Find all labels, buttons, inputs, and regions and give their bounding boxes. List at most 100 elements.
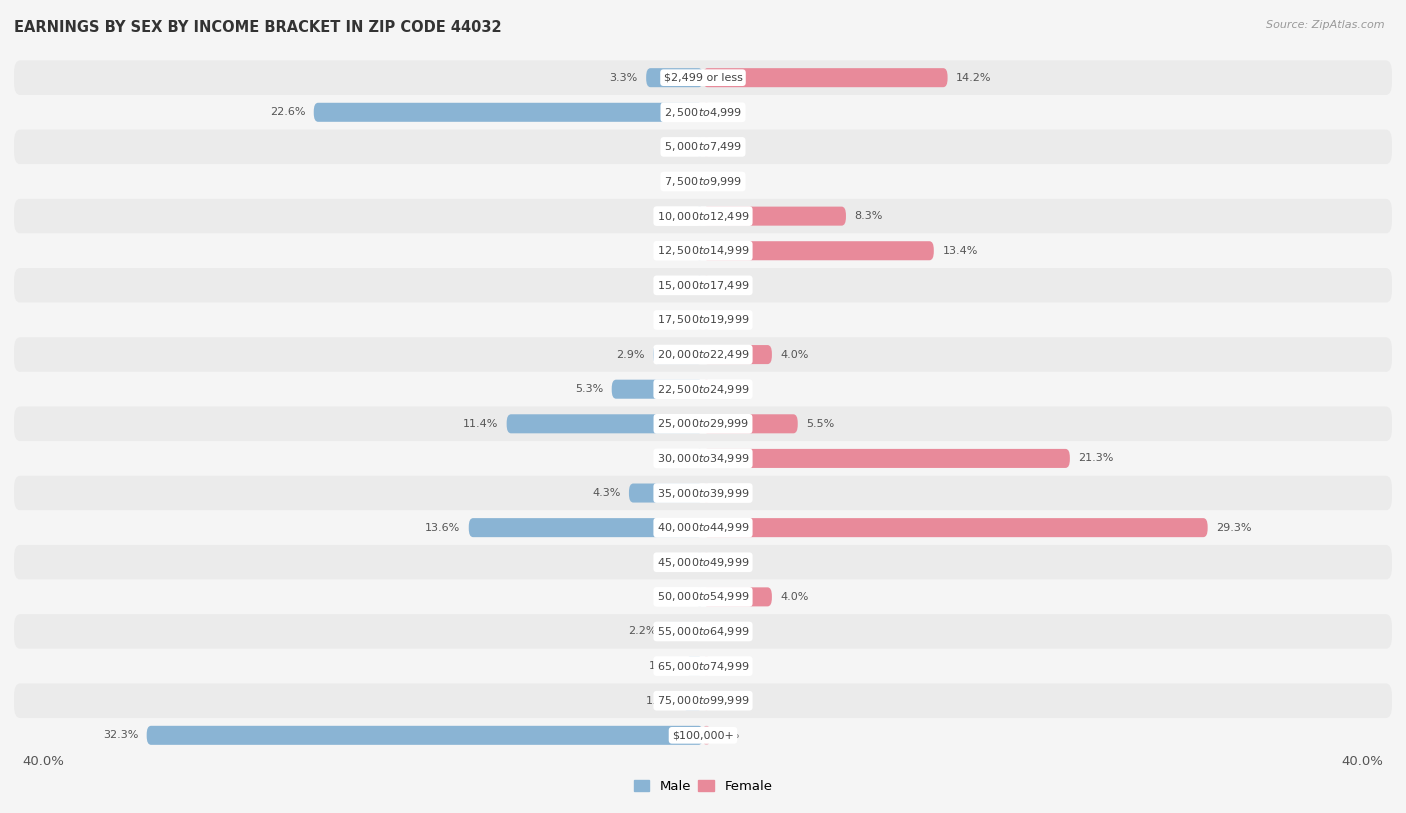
FancyBboxPatch shape xyxy=(696,241,703,260)
FancyBboxPatch shape xyxy=(696,553,703,572)
Text: $35,000 to $39,999: $35,000 to $39,999 xyxy=(657,486,749,499)
Text: 0.0%: 0.0% xyxy=(711,176,740,186)
Text: 13.6%: 13.6% xyxy=(425,523,460,533)
FancyBboxPatch shape xyxy=(703,345,772,364)
Text: $22,500 to $24,999: $22,500 to $24,999 xyxy=(657,383,749,396)
FancyBboxPatch shape xyxy=(652,345,703,364)
FancyBboxPatch shape xyxy=(314,102,703,122)
FancyBboxPatch shape xyxy=(696,587,703,606)
Text: 22.6%: 22.6% xyxy=(270,107,305,117)
Text: $30,000 to $34,999: $30,000 to $34,999 xyxy=(657,452,749,465)
FancyBboxPatch shape xyxy=(612,380,703,398)
FancyBboxPatch shape xyxy=(14,199,1392,233)
FancyBboxPatch shape xyxy=(14,268,1392,302)
Text: $15,000 to $17,499: $15,000 to $17,499 xyxy=(657,279,749,292)
Text: 29.3%: 29.3% xyxy=(1216,523,1251,533)
Text: 4.3%: 4.3% xyxy=(592,488,620,498)
Text: 4.0%: 4.0% xyxy=(780,592,808,602)
Text: $55,000 to $64,999: $55,000 to $64,999 xyxy=(657,625,749,638)
FancyBboxPatch shape xyxy=(14,164,1392,199)
Text: 5.3%: 5.3% xyxy=(575,385,603,394)
FancyBboxPatch shape xyxy=(696,172,703,191)
Text: 5.5%: 5.5% xyxy=(807,419,835,428)
Text: 21.3%: 21.3% xyxy=(1078,454,1114,463)
Text: $2,499 or less: $2,499 or less xyxy=(664,72,742,83)
Text: 0.0%: 0.0% xyxy=(666,454,695,463)
Text: 4.0%: 4.0% xyxy=(780,350,808,359)
FancyBboxPatch shape xyxy=(703,137,710,156)
Text: $50,000 to $54,999: $50,000 to $54,999 xyxy=(657,590,749,603)
FancyBboxPatch shape xyxy=(703,622,710,641)
FancyBboxPatch shape xyxy=(703,311,710,329)
Text: 0.0%: 0.0% xyxy=(666,246,695,256)
Text: 14.2%: 14.2% xyxy=(956,72,991,83)
Text: 0.0%: 0.0% xyxy=(711,627,740,637)
FancyBboxPatch shape xyxy=(696,137,703,156)
FancyBboxPatch shape xyxy=(703,415,797,433)
Text: $5,000 to $7,499: $5,000 to $7,499 xyxy=(664,141,742,154)
FancyBboxPatch shape xyxy=(703,276,710,295)
FancyBboxPatch shape xyxy=(696,311,703,329)
FancyBboxPatch shape xyxy=(703,449,1070,468)
Text: $65,000 to $74,999: $65,000 to $74,999 xyxy=(657,659,749,672)
Text: 0.0%: 0.0% xyxy=(711,385,740,394)
Text: 11.4%: 11.4% xyxy=(463,419,498,428)
Text: 0.0%: 0.0% xyxy=(711,107,740,117)
Text: $17,500 to $19,999: $17,500 to $19,999 xyxy=(657,314,749,327)
Text: 40.0%: 40.0% xyxy=(1341,755,1384,768)
FancyBboxPatch shape xyxy=(14,372,1392,406)
FancyBboxPatch shape xyxy=(647,68,703,87)
FancyBboxPatch shape xyxy=(703,657,710,676)
Text: 0.0%: 0.0% xyxy=(666,142,695,152)
Text: $2,500 to $4,999: $2,500 to $4,999 xyxy=(664,106,742,119)
Legend: Male, Female: Male, Female xyxy=(628,775,778,798)
Text: 0.0%: 0.0% xyxy=(666,592,695,602)
Text: 3.3%: 3.3% xyxy=(609,72,637,83)
FancyBboxPatch shape xyxy=(14,441,1392,476)
FancyBboxPatch shape xyxy=(14,614,1392,649)
Text: 40.0%: 40.0% xyxy=(22,755,65,768)
FancyBboxPatch shape xyxy=(14,649,1392,684)
Text: 0.0%: 0.0% xyxy=(711,280,740,290)
FancyBboxPatch shape xyxy=(14,580,1392,614)
Text: 0.0%: 0.0% xyxy=(711,142,740,152)
FancyBboxPatch shape xyxy=(703,207,846,226)
FancyBboxPatch shape xyxy=(703,691,710,711)
Text: 1.0%: 1.0% xyxy=(650,661,678,671)
Text: 0.0%: 0.0% xyxy=(711,488,740,498)
Text: $25,000 to $29,999: $25,000 to $29,999 xyxy=(657,417,749,430)
FancyBboxPatch shape xyxy=(703,726,710,745)
FancyBboxPatch shape xyxy=(14,129,1392,164)
Text: 0.0%: 0.0% xyxy=(711,661,740,671)
Text: $40,000 to $44,999: $40,000 to $44,999 xyxy=(657,521,749,534)
FancyBboxPatch shape xyxy=(14,233,1392,268)
FancyBboxPatch shape xyxy=(665,622,703,641)
FancyBboxPatch shape xyxy=(14,545,1392,580)
FancyBboxPatch shape xyxy=(14,95,1392,129)
FancyBboxPatch shape xyxy=(703,518,1208,537)
FancyBboxPatch shape xyxy=(14,476,1392,511)
FancyBboxPatch shape xyxy=(703,484,710,502)
Text: 1.2%: 1.2% xyxy=(645,696,673,706)
FancyBboxPatch shape xyxy=(696,207,703,226)
FancyBboxPatch shape xyxy=(14,337,1392,372)
FancyBboxPatch shape xyxy=(696,449,703,468)
FancyBboxPatch shape xyxy=(628,484,703,502)
FancyBboxPatch shape xyxy=(14,684,1392,718)
FancyBboxPatch shape xyxy=(682,691,703,711)
FancyBboxPatch shape xyxy=(703,380,710,398)
Text: 0.0%: 0.0% xyxy=(666,176,695,186)
FancyBboxPatch shape xyxy=(146,726,703,745)
FancyBboxPatch shape xyxy=(14,718,1392,753)
Text: 0.0%: 0.0% xyxy=(711,696,740,706)
Text: 0.0%: 0.0% xyxy=(711,730,740,741)
Text: $7,500 to $9,999: $7,500 to $9,999 xyxy=(664,175,742,188)
Text: Source: ZipAtlas.com: Source: ZipAtlas.com xyxy=(1267,20,1385,30)
Text: 0.0%: 0.0% xyxy=(666,280,695,290)
Text: 0.0%: 0.0% xyxy=(666,315,695,325)
Text: 2.2%: 2.2% xyxy=(628,627,657,637)
FancyBboxPatch shape xyxy=(14,511,1392,545)
Text: 32.3%: 32.3% xyxy=(103,730,138,741)
FancyBboxPatch shape xyxy=(703,172,710,191)
FancyBboxPatch shape xyxy=(506,415,703,433)
